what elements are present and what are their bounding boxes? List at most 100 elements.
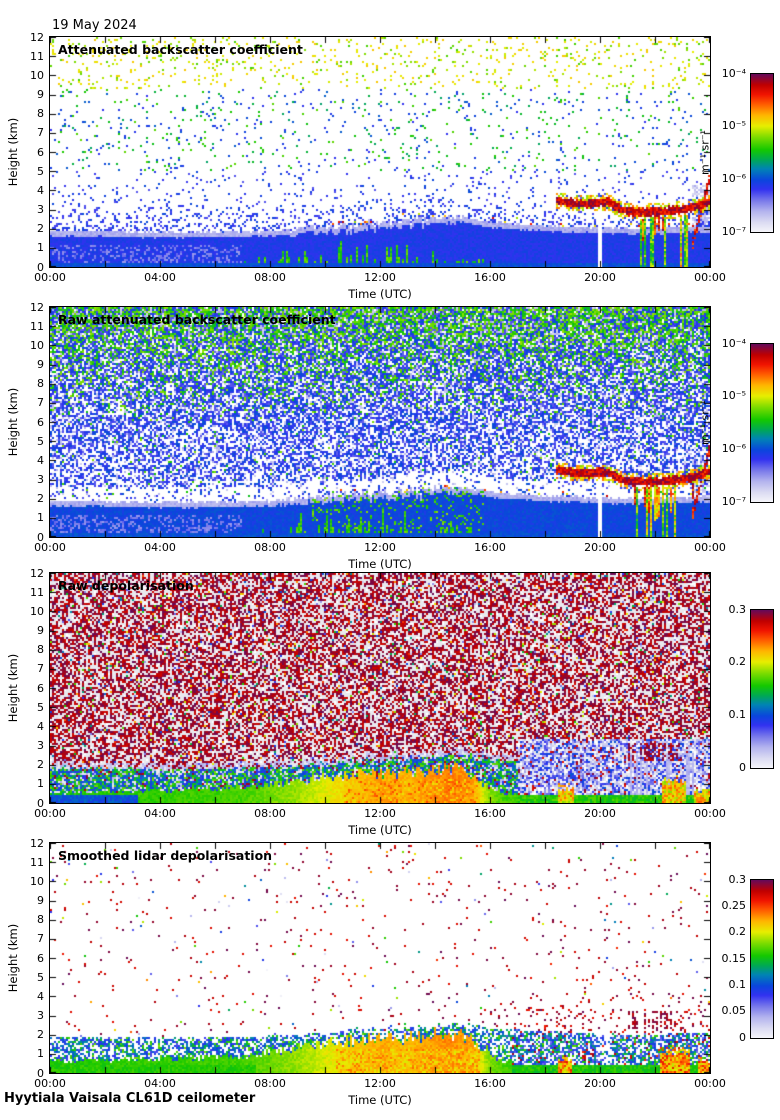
y-tick-label: 7 <box>12 126 44 139</box>
colorbar <box>750 343 774 503</box>
y-tick-label: 6 <box>12 146 44 159</box>
x-tick-label: 04:00 <box>134 807 186 820</box>
y-tick-label: 8 <box>12 377 44 390</box>
x-tick-label: 12:00 <box>354 807 406 820</box>
y-tick-label: 3 <box>12 739 44 752</box>
y-tick-label: 2 <box>12 1028 44 1041</box>
panel-raw-attenuated-backscatter: Raw attenuated backscatter coefficient H… <box>0 307 780 537</box>
panel-title: Raw depolarisation <box>58 578 194 593</box>
y-tick-label: 4 <box>12 990 44 1003</box>
x-tick-label: 08:00 <box>244 271 296 284</box>
panel-title: Smoothed lidar depolarisation <box>58 848 272 863</box>
y-tick-label: 3 <box>12 203 44 216</box>
x-tick-label: 00:00 <box>24 1077 76 1090</box>
colorbar-unit-label: m⁻¹ sr⁻¹ <box>699 108 712 198</box>
heatmap-canvas <box>49 842 711 1074</box>
x-tick-label: 20:00 <box>574 271 626 284</box>
y-tick-label: 8 <box>12 913 44 926</box>
y-tick-label: 6 <box>12 416 44 429</box>
y-tick-label: 10 <box>12 605 44 618</box>
y-tick-label: 5 <box>12 435 44 448</box>
colorbar-tick-label: 0.3 <box>700 873 746 886</box>
colorbar <box>750 879 774 1039</box>
colorbar-tick-label: 0.25 <box>700 899 746 912</box>
y-tick-label: 11 <box>12 586 44 599</box>
y-tick-label: 12 <box>12 31 44 44</box>
y-tick-label: 8 <box>12 643 44 656</box>
colorbar-tick-label: 10⁻⁴ <box>700 337 746 350</box>
panel-raw-depolarisation: Raw depolarisation Height (km) 012345678… <box>0 573 780 803</box>
y-tick-label: 4 <box>12 720 44 733</box>
ceilometer-quicklook-page: 19 May 2024 Attenuated backscatter coeff… <box>0 0 780 1120</box>
y-tick-label: 7 <box>12 396 44 409</box>
colorbar-tick-label: 0.2 <box>700 925 746 938</box>
y-tick-label: 10 <box>12 875 44 888</box>
y-tick-label: 6 <box>12 952 44 965</box>
y-tick-label: 9 <box>12 358 44 371</box>
y-tick-label: 9 <box>12 624 44 637</box>
y-tick-label: 9 <box>12 894 44 907</box>
y-tick-label: 6 <box>12 682 44 695</box>
x-tick-label: 00:00 <box>24 271 76 284</box>
x-tick-label: 08:00 <box>244 541 296 554</box>
y-tick-label: 1 <box>12 511 44 524</box>
panel-title: Attenuated backscatter coefficient <box>58 42 303 57</box>
colorbar-tick-label: 10⁻⁷ <box>700 495 746 508</box>
y-tick-label: 12 <box>12 837 44 850</box>
y-tick-label: 9 <box>12 88 44 101</box>
colorbar-tick-label: 0.1 <box>700 708 746 721</box>
y-tick-label: 11 <box>12 320 44 333</box>
x-tick-label: 20:00 <box>574 1077 626 1090</box>
y-tick-label: 12 <box>12 301 44 314</box>
x-tick-label: 12:00 <box>354 271 406 284</box>
x-tick-label: 20:00 <box>574 541 626 554</box>
y-tick-label: 1 <box>12 241 44 254</box>
y-tick-label: 2 <box>12 758 44 771</box>
x-tick-label: 16:00 <box>464 807 516 820</box>
colorbar-tick-label: 0.2 <box>700 655 746 668</box>
y-tick-label: 2 <box>12 492 44 505</box>
heatmap-canvas <box>49 36 711 268</box>
y-tick-label: 7 <box>12 662 44 675</box>
y-tick-label: 4 <box>12 184 44 197</box>
x-tick-label: 00:00 <box>684 271 736 284</box>
colorbar-tick-label: 0.1 <box>700 978 746 991</box>
panel-smoothed-lidar-depolarisation: Smoothed lidar depolarisation Height (km… <box>0 843 780 1073</box>
x-tick-label: 20:00 <box>574 807 626 820</box>
x-tick-label: 00:00 <box>684 807 736 820</box>
x-axis-label: Time (UTC) <box>310 287 450 301</box>
x-axis-label: Time (UTC) <box>310 1093 450 1107</box>
x-tick-label: 04:00 <box>134 1077 186 1090</box>
y-tick-label: 4 <box>12 454 44 467</box>
x-axis-label: Time (UTC) <box>310 823 450 837</box>
y-tick-label: 3 <box>12 1009 44 1022</box>
colorbar-tick-label: 0.15 <box>700 952 746 965</box>
colorbar-tick-label: 0.05 <box>700 1004 746 1017</box>
y-tick-label: 11 <box>12 856 44 869</box>
y-tick-label: 5 <box>12 701 44 714</box>
colorbar <box>750 609 774 769</box>
colorbar-tick-label: 0 <box>700 761 746 774</box>
x-tick-label: 00:00 <box>24 541 76 554</box>
x-tick-label: 04:00 <box>134 541 186 554</box>
instrument-label: Hyytiala Vaisala CL61D ceilometer <box>4 1091 255 1106</box>
x-axis-label: Time (UTC) <box>310 557 450 571</box>
x-tick-label: 16:00 <box>464 541 516 554</box>
y-tick-label: 1 <box>12 1047 44 1060</box>
colorbar-tick-label: 10⁻⁷ <box>700 225 746 238</box>
x-tick-label: 16:00 <box>464 271 516 284</box>
x-tick-label: 00:00 <box>24 807 76 820</box>
colorbar <box>750 73 774 233</box>
y-tick-label: 5 <box>12 971 44 984</box>
y-tick-label: 11 <box>12 50 44 63</box>
heatmap-canvas <box>49 306 711 538</box>
y-tick-label: 2 <box>12 222 44 235</box>
x-tick-label: 16:00 <box>464 1077 516 1090</box>
colorbar-tick-label: 10⁻⁴ <box>700 67 746 80</box>
date-label: 19 May 2024 <box>52 18 137 33</box>
y-tick-label: 8 <box>12 107 44 120</box>
x-tick-label: 12:00 <box>354 1077 406 1090</box>
colorbar-tick-label: 0 <box>700 1031 746 1044</box>
x-tick-label: 00:00 <box>684 541 736 554</box>
y-tick-label: 10 <box>12 69 44 82</box>
